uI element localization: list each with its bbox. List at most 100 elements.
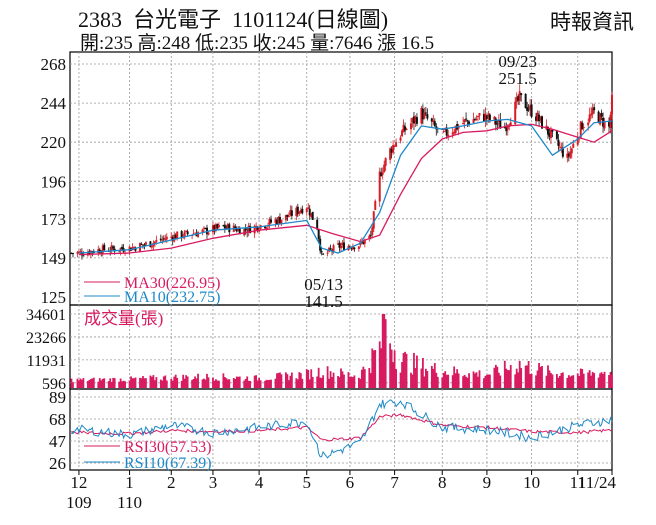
quote-line: 開:235 高:248 低:235 收:245 量:7646 漲 16.5 (80, 33, 435, 54)
volume-bar (295, 378, 298, 388)
volume-bar (478, 370, 481, 388)
candle-up (579, 121, 582, 139)
volume-bar (441, 377, 444, 388)
volume-bar (451, 375, 454, 388)
candle-down (426, 114, 429, 119)
candle-down (530, 104, 533, 117)
x-tick-label: 8 (438, 473, 447, 492)
candle-down (496, 123, 499, 125)
volume-bar (81, 379, 83, 388)
volume-bar (486, 374, 488, 388)
candle-up (310, 213, 313, 217)
rsi30-legend-label: RSI30(57.53) (124, 439, 212, 456)
volume-bar (349, 376, 351, 388)
candle-up (395, 142, 398, 147)
candle-up (451, 132, 454, 135)
candle-down (162, 238, 165, 240)
candle-down (223, 224, 226, 229)
volume-bar (362, 366, 365, 388)
volume-bar (256, 380, 259, 388)
candle-down (82, 255, 85, 257)
candle-down (488, 114, 491, 120)
volume-bar (286, 374, 289, 388)
candle-down (275, 219, 278, 225)
volume-bar (582, 373, 585, 388)
volume-bar (413, 352, 415, 388)
candle-up (326, 252, 329, 254)
volume-bar (352, 377, 354, 388)
candle-up (226, 223, 229, 229)
candle-down (517, 96, 520, 101)
candle-up (475, 118, 478, 120)
volume-bar (212, 377, 214, 388)
x-tick-label: 7 (390, 473, 399, 492)
candle-down (316, 219, 319, 230)
low-annotation-date: 05/13 (304, 275, 343, 294)
candle-down (527, 109, 530, 111)
volume-bar (311, 376, 314, 388)
volume-bar (472, 371, 475, 388)
volume-bar (494, 364, 497, 388)
candle-down (350, 247, 353, 249)
x-tick-label: 11/24 (578, 473, 617, 492)
volume-bar (493, 367, 496, 388)
candle-up (442, 131, 445, 133)
volume-bar (100, 380, 103, 388)
candle-up (384, 158, 387, 166)
volume-bar (301, 378, 304, 388)
volume-bar (218, 380, 220, 388)
x-tick-label: 12 (70, 473, 87, 492)
volume-bar (101, 378, 104, 388)
volume-bar (374, 349, 377, 388)
candle-up (164, 239, 167, 241)
volume-bar (468, 373, 470, 388)
volume-bar (517, 372, 520, 388)
volume-bar (280, 374, 283, 388)
candle-down (415, 117, 418, 124)
volume-bar (453, 366, 456, 388)
candle-up (337, 243, 340, 245)
volume-bar (153, 380, 156, 388)
stock-name: 台光電子 (133, 7, 222, 32)
candle-down (270, 219, 273, 223)
volume-bar (466, 377, 469, 388)
volume-bar (545, 375, 548, 388)
volume-bar (503, 360, 506, 388)
volume-bar (265, 379, 268, 388)
volume-bar (103, 378, 106, 388)
candle-up (582, 127, 585, 129)
volume-bar (514, 374, 517, 388)
volume-bar (456, 369, 459, 388)
candle-up (560, 147, 563, 149)
volume-bar (505, 368, 508, 388)
candle-down (213, 225, 216, 232)
candle-up (487, 113, 490, 118)
volume-bar (497, 372, 500, 388)
volume-bar (207, 377, 210, 388)
volume-bar (499, 375, 502, 388)
volume-bar (185, 375, 188, 388)
volume-bar (343, 374, 345, 388)
candle-up (462, 122, 465, 124)
volume-bar (253, 375, 256, 388)
candle-down (329, 248, 332, 250)
volume-bar-peak (383, 314, 386, 388)
volume-bar (308, 379, 311, 388)
volume-bar (152, 375, 155, 388)
x-year-label: 110 (117, 493, 142, 512)
candle-up (405, 128, 408, 130)
candle-up (472, 119, 475, 123)
volume-bar (164, 375, 167, 388)
volume-bar (515, 368, 518, 388)
candle-down (249, 226, 252, 234)
volume-bar (259, 380, 262, 388)
candle-up (110, 245, 113, 251)
volume-bar (274, 378, 277, 388)
candle-up (368, 235, 371, 239)
candle-up (432, 120, 435, 122)
volume-bar (206, 373, 208, 388)
volume-bar (360, 369, 363, 388)
volume-bar (570, 375, 573, 388)
candle-up (144, 242, 147, 245)
date-title: 1101124(日線圖) (232, 7, 389, 32)
